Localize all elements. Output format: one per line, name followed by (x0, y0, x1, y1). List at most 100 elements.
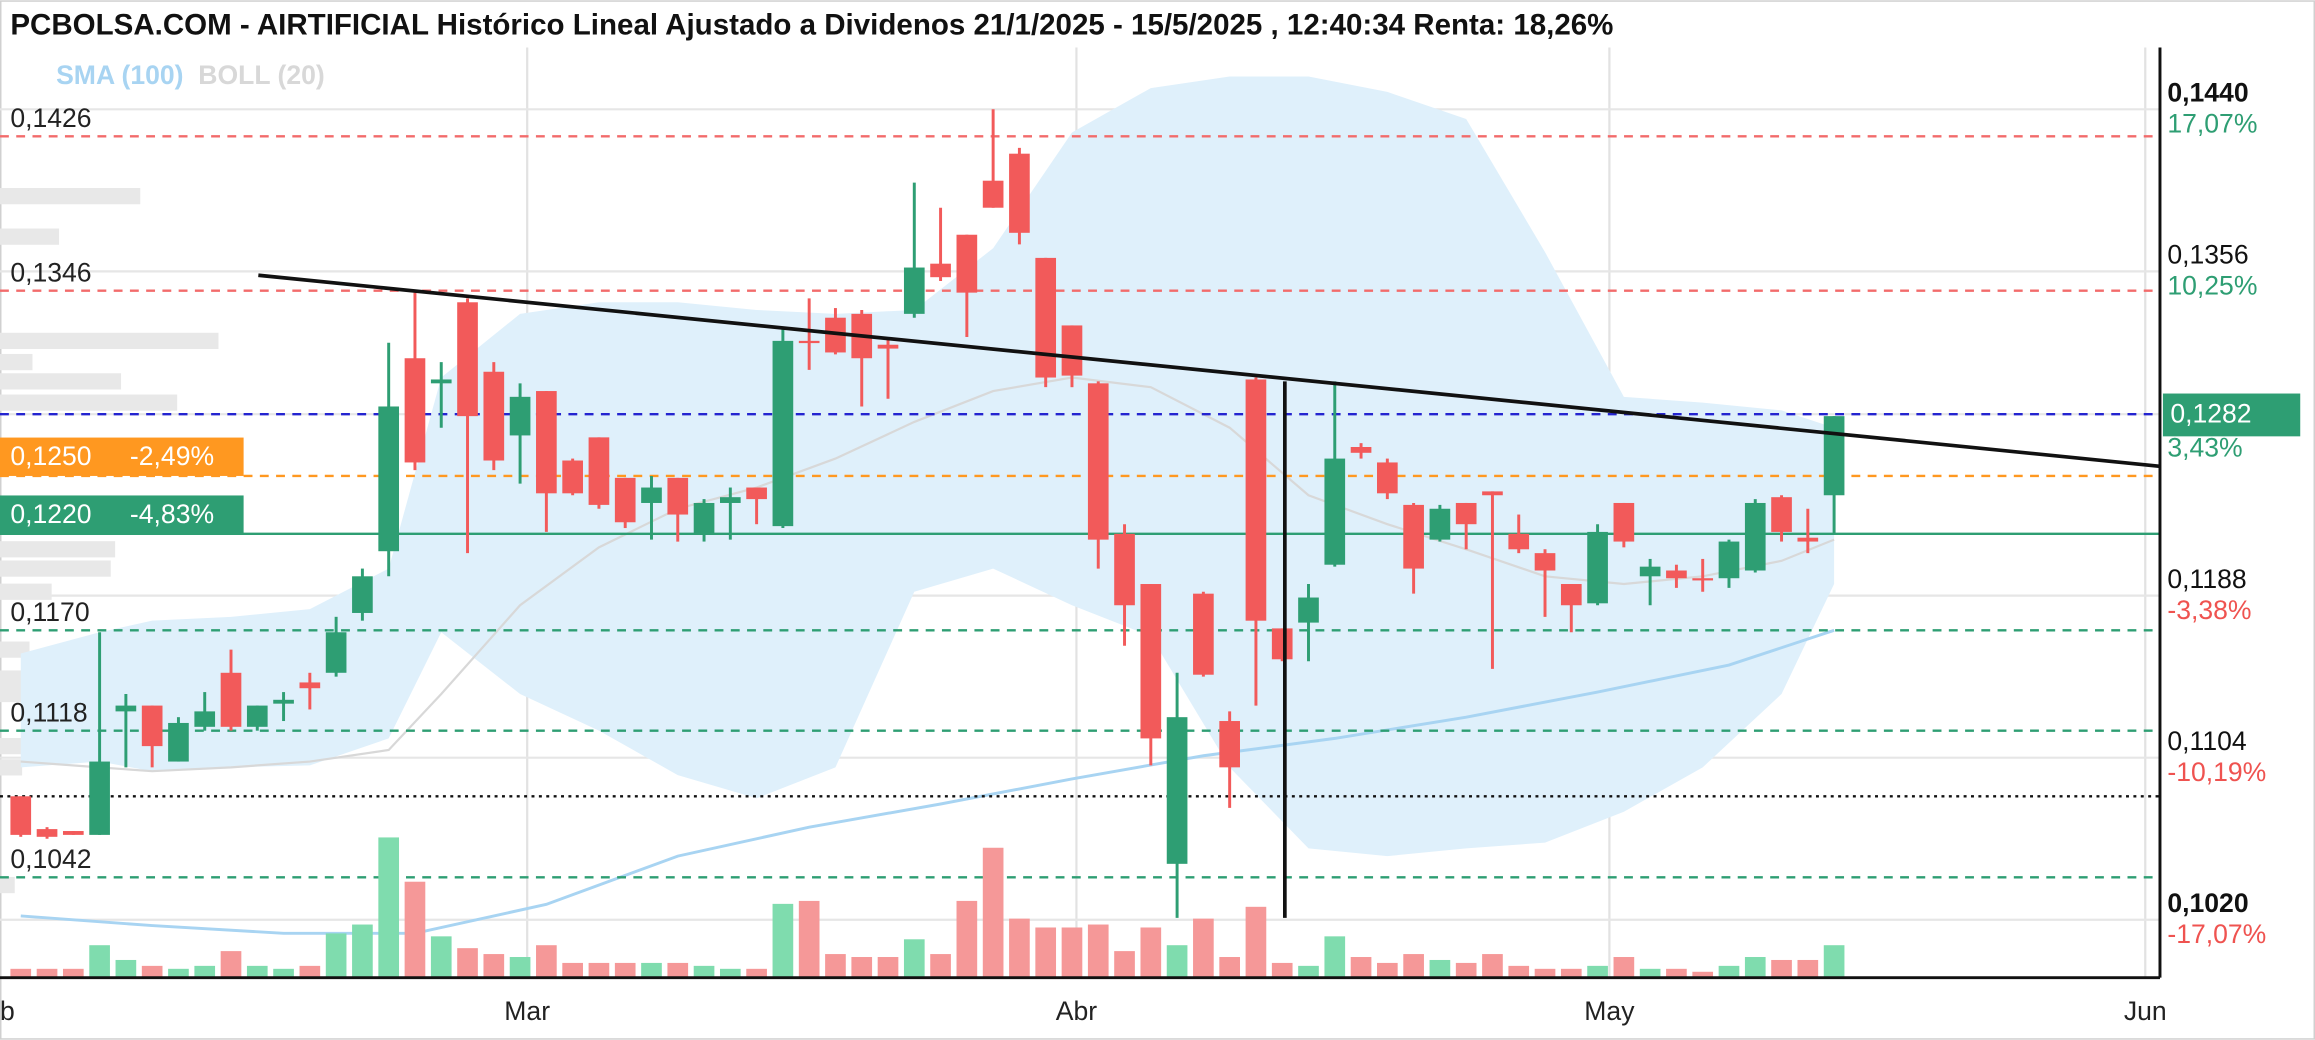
candle-body (246, 705, 268, 727)
volume-bar (746, 968, 767, 978)
volume-bar (89, 945, 110, 978)
volume-profile-bar (0, 541, 116, 558)
volume-bar (693, 965, 715, 978)
volume-bar (1403, 954, 1424, 978)
volume-bar (220, 951, 242, 978)
candle-body (693, 502, 715, 534)
volume-profile-bar (0, 759, 23, 776)
level-label: 0,1426 (10, 103, 91, 133)
volume-bar (1009, 918, 1030, 978)
volume-bar (1639, 968, 1661, 978)
level-pct: -4,83% (130, 499, 214, 529)
volume-bar (1429, 959, 1451, 978)
candle-body (1035, 257, 1057, 378)
volume-bar (798, 900, 820, 978)
price-box (2162, 393, 2301, 437)
candle-body (1087, 383, 1109, 540)
volume-bar (930, 954, 951, 978)
y-tick-pct: 10,25% (2167, 271, 2257, 301)
candle-body (430, 379, 452, 384)
candle-body (614, 477, 636, 523)
volume-bar (1087, 924, 1109, 978)
y-tick-label: 0,1020 (2167, 888, 2248, 918)
candle-body (89, 761, 110, 835)
level-label: 0,1220 (10, 499, 91, 529)
y-tick-label: 0,1282 (2170, 399, 2251, 429)
level-label: 0,1170 (10, 597, 89, 627)
candle-body (930, 263, 951, 278)
volume-profile-bar (0, 560, 111, 577)
candle-body (141, 705, 163, 747)
legend-entry: SMA (100) (56, 60, 183, 90)
volume-bar (36, 968, 58, 978)
candle-body (115, 705, 137, 712)
y-tick-label: 0,1188 (2167, 564, 2246, 594)
level-label: 0,1250 (10, 441, 91, 471)
candle-body (1377, 462, 1398, 494)
x-tick-label: Jun (2124, 996, 2167, 1026)
chart-title: PCBOLSA.COM - AIRTIFICIAL Histórico Line… (10, 9, 1613, 42)
candle-body (325, 632, 347, 673)
volume-bar (1455, 962, 1477, 978)
candle-body (746, 487, 767, 500)
level-label: 0,1042 (10, 844, 91, 874)
volume-bar (1823, 945, 1845, 978)
volume-bar (1587, 965, 1608, 978)
candle-body (772, 340, 794, 527)
candle-body (1771, 497, 1792, 532)
volume-bar (1508, 965, 1530, 978)
candle-body (1587, 531, 1608, 604)
level-pct: -2,49% (130, 441, 214, 471)
candle-body (352, 576, 373, 613)
volume-profile-bar (0, 332, 219, 349)
candle-body (1718, 541, 1740, 579)
volume-bar (483, 954, 505, 978)
volume-bar (956, 900, 978, 978)
volume-bar (982, 847, 1004, 978)
candle-body (509, 396, 531, 436)
candle-body (1429, 508, 1451, 540)
volume-bar (1061, 927, 1083, 978)
volume-bar (562, 962, 583, 978)
x-tick-label: Feb (0, 996, 15, 1026)
volume-bar (1193, 918, 1214, 978)
volume-bar (378, 837, 400, 978)
volume-profile-bar (0, 228, 60, 245)
volume-bar (325, 933, 347, 978)
y-tick-label: 0,1440 (2167, 78, 2248, 108)
level-box (0, 495, 244, 534)
plot-area (0, 47, 2160, 978)
volume-profile-bar (0, 373, 122, 390)
volume-bar (1166, 945, 1188, 978)
volume-bar (1114, 951, 1135, 978)
candle-body (1639, 566, 1661, 577)
candle-body (1744, 502, 1766, 571)
volume-bar (1718, 965, 1740, 978)
candle-body (641, 487, 662, 503)
y-tick-pct: -10,19% (2167, 757, 2266, 787)
x-tick-label: Mar (504, 996, 550, 1026)
volume-bar (614, 962, 636, 978)
volume-bar (1613, 957, 1635, 978)
volume-bar (719, 968, 741, 978)
candle-body (903, 267, 925, 314)
volume-bar (1744, 957, 1766, 978)
volume-bar (141, 965, 163, 978)
candle-body (62, 831, 84, 835)
candle-body (1219, 721, 1240, 768)
volume-bar (10, 968, 32, 978)
volume-bar (1035, 927, 1057, 978)
y-tick-pct: -3,38% (2167, 595, 2251, 625)
volume-profile-bar (0, 583, 52, 600)
candle-body (1534, 553, 1556, 571)
volume-bar (352, 924, 373, 978)
x-tick-label: Abr (1056, 996, 1097, 1026)
volume-profile-bar (0, 353, 33, 371)
candle-body (1666, 570, 1687, 579)
candle-body (1797, 537, 1819, 542)
volume-bar (509, 957, 531, 978)
candle-body (562, 460, 583, 494)
candle-body (1114, 533, 1135, 606)
volume-bar (273, 968, 294, 978)
